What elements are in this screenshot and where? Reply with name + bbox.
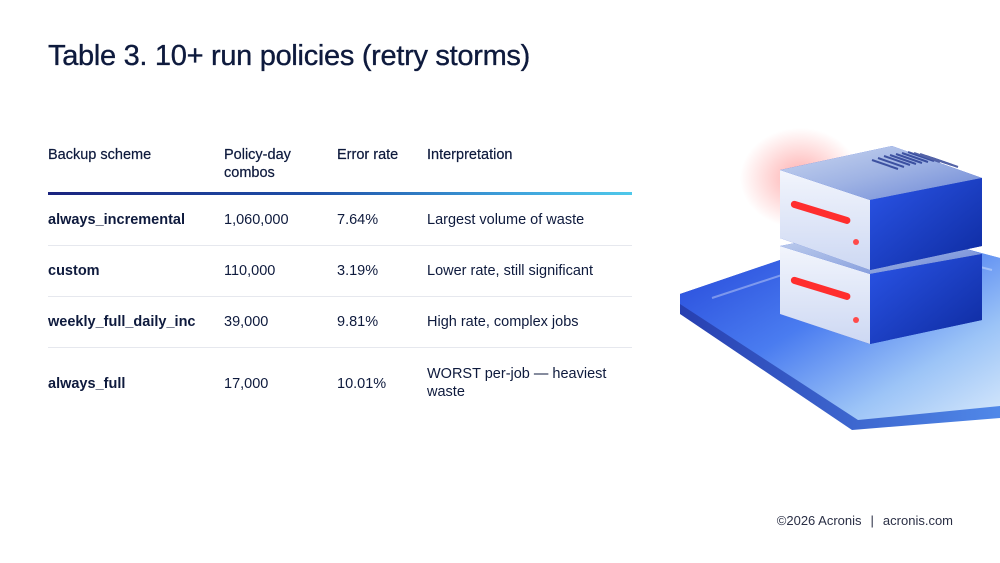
footer-separator: | [871,513,874,528]
cell-policy-day-combos: 39,000 [224,313,329,331]
page-title: Table 3. 10+ run policies (retry storms) [48,40,530,73]
server-stack-illustration [672,108,1000,438]
data-table: Backup scheme Policy-day combos Error ra… [48,146,632,420]
cell-policy-day-combos: 17,000 [224,375,329,393]
server-stack-icon [672,108,1000,438]
cell-interpretation: High rate, complex jobs [427,313,632,331]
column-header-error-rate: Error rate [337,146,422,164]
table-row: weekly_full_daily_inc 39,000 9.81% High … [48,297,632,348]
cell-backup-scheme: custom [48,262,218,280]
column-header-policy-day-combos: Policy-day combos [224,146,329,182]
cell-error-rate: 3.19% [337,262,422,280]
table-row: always_incremental 1,060,000 7.64% Large… [48,195,632,246]
cell-error-rate: 7.64% [337,211,422,229]
cell-interpretation: Largest volume of waste [427,211,632,229]
table-header: Backup scheme Policy-day combos Error ra… [48,146,632,192]
column-header-interpretation: Interpretation [427,146,632,164]
website-link[interactable]: acronis.com [883,513,953,528]
cell-interpretation: Lower rate, still significant [427,262,632,280]
cell-policy-day-combos: 1,060,000 [224,211,329,229]
cell-backup-scheme: always_incremental [48,211,218,229]
cell-backup-scheme: always_full [48,375,218,393]
cell-policy-day-combos: 110,000 [224,262,329,280]
cell-error-rate: 9.81% [337,313,422,331]
cell-interpretation: WORST per-job — heaviest waste [427,365,632,401]
cell-error-rate: 10.01% [337,375,422,393]
column-header-backup-scheme: Backup scheme [48,146,218,164]
table-row: custom 110,000 3.19% Lower rate, still s… [48,246,632,297]
table-row: always_full 17,000 10.01% WORST per-job … [48,348,632,420]
cell-backup-scheme: weekly_full_daily_inc [48,313,218,331]
footer: ©2026 Acronis | acronis.com [777,513,953,528]
copyright-text: ©2026 Acronis [777,513,862,528]
